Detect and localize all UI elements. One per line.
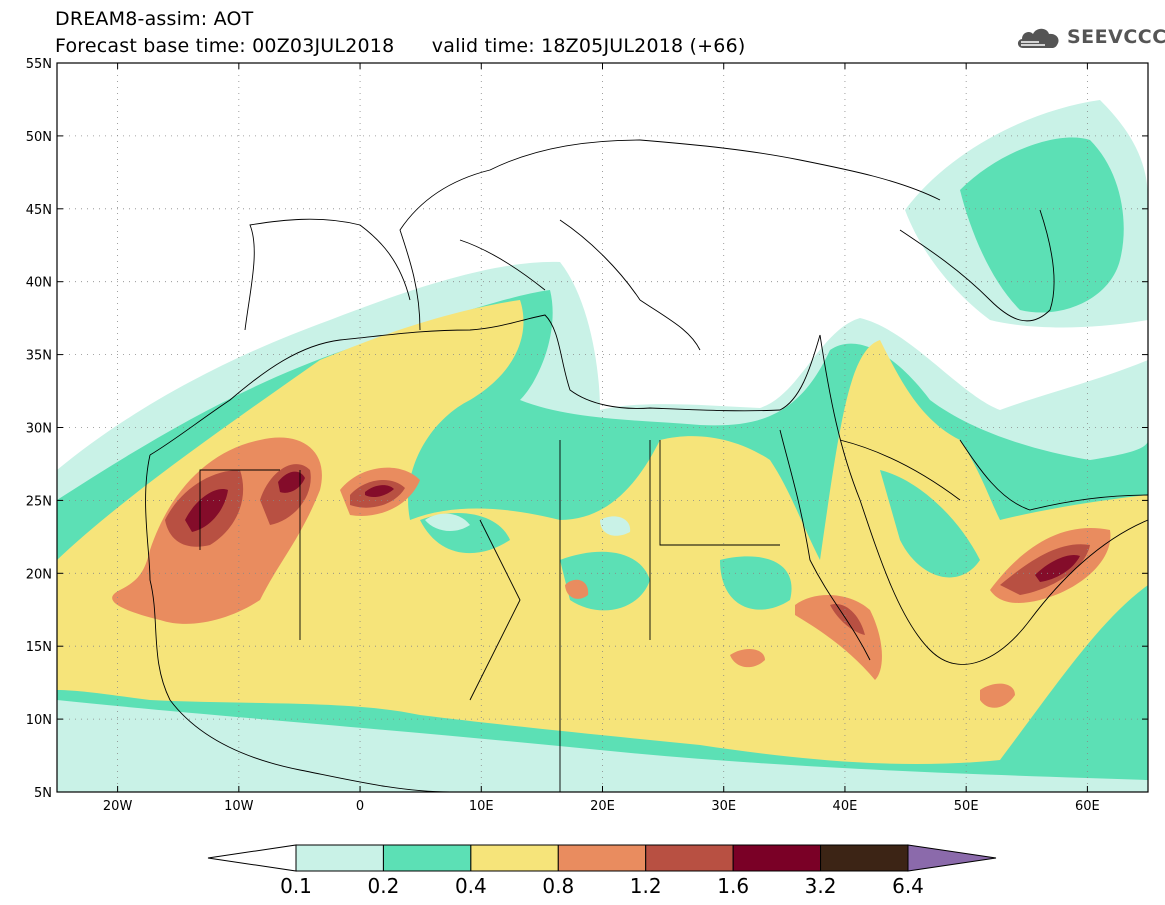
coastlines-and-borders xyxy=(145,139,1148,792)
seevccc-logo: SEEVCCC xyxy=(1015,24,1165,50)
colorbar-bin xyxy=(557,844,647,872)
colorbar-low-triangle xyxy=(207,844,297,872)
colorbar-label: 0.1 xyxy=(280,874,312,898)
colorbar-label: 1.6 xyxy=(717,874,749,898)
colorbar: 0.1 0.2 0.4 0.8 1.2 1.6 3.2 6.4 xyxy=(207,844,997,898)
lon-tick-label: 10W xyxy=(224,799,254,814)
lon-tick-label: 50E xyxy=(954,799,979,814)
lat-tick-label: 40N xyxy=(26,276,52,291)
colorbar-high-triangle xyxy=(907,844,997,872)
map-title: DREAM8-assim: AOT xyxy=(55,8,254,30)
lat-tick-label: 30N xyxy=(26,422,52,437)
colorbar-label: 3.2 xyxy=(805,874,837,898)
lon-tick-label: 60E xyxy=(1075,799,1100,814)
lon-tick-label: 40E xyxy=(833,799,858,814)
lat-tick-label: 5N xyxy=(34,786,52,801)
lat-tick-label: 45N xyxy=(26,203,52,218)
lat-tick-label: 10N xyxy=(26,713,52,728)
lat-tick-label: 55N xyxy=(26,57,52,72)
lat-tick-label: 20N xyxy=(26,567,52,582)
colorbar-bin xyxy=(820,844,909,872)
colorbar-label: 0.2 xyxy=(368,874,400,898)
lon-tick-label: 10E xyxy=(469,799,494,814)
map-subtitle: Forecast base time: 00Z03JUL2018 valid t… xyxy=(55,35,746,57)
colorbar-label: 1.2 xyxy=(630,874,662,898)
lon-tick-label: 20E xyxy=(590,799,615,814)
logo-text: SEEVCCC xyxy=(1067,26,1165,48)
aot-island-0.1 xyxy=(425,513,631,536)
colorbar-bin xyxy=(645,844,734,872)
colorbar-label: 0.4 xyxy=(455,874,487,898)
lat-tick-label: 50N xyxy=(26,130,52,145)
lat-tick-label: 35N xyxy=(26,349,52,364)
lat-tick-label: 25N xyxy=(26,494,52,509)
colorbar-label: 6.4 xyxy=(892,874,924,898)
latitude-axis: 55N 50N 45N 40N 35N 30N 25N 20N 15N 10N 5N xyxy=(26,57,1148,801)
lon-tick-label: 0 xyxy=(356,799,364,814)
colorbar-bin xyxy=(382,844,472,872)
lon-tick-label: 30E xyxy=(711,799,736,814)
colorbar-bin xyxy=(732,844,822,872)
colorbar-bin xyxy=(295,844,384,872)
colorbar-label: 0.8 xyxy=(542,874,574,898)
lat-tick-label: 15N xyxy=(26,640,52,655)
cloud-icon xyxy=(1017,28,1059,48)
colorbar-bin xyxy=(470,844,559,872)
longitude-axis: 20W 10W 0 10E 20E 30E 40E 50E 60E xyxy=(103,63,1100,814)
lon-tick-label: 20W xyxy=(103,799,133,814)
aot-field xyxy=(57,100,1148,792)
